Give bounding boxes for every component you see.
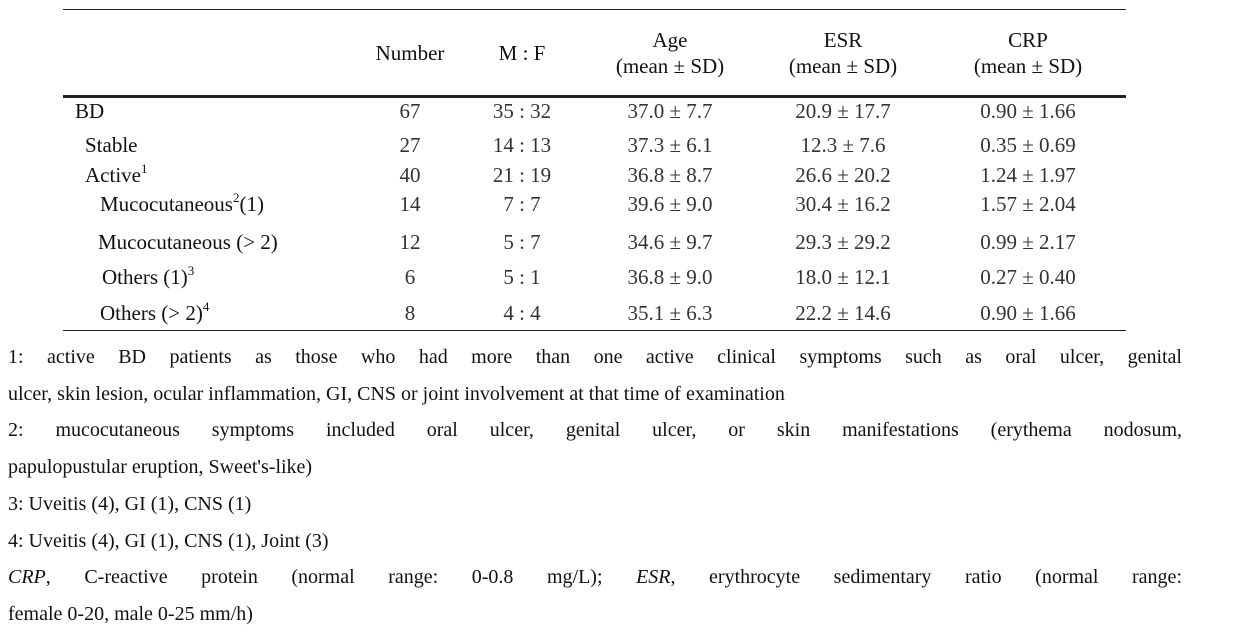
table-cell: 37.3 ± 6.1	[627, 133, 713, 157]
footnote-text: , erythrocyte sedimentary ratio (normal …	[670, 566, 1183, 589]
bottom-rule	[63, 330, 1126, 331]
footnote-line: CRP, C-reactive protein (normal range: 0…	[8, 566, 1182, 589]
table-cell: 6	[404, 265, 416, 289]
table-cell: 4 : 4	[503, 301, 541, 325]
footnote-line: 3: Uveitis (4), GI (1), CNS (1)	[8, 492, 252, 515]
row-label: Active1	[85, 161, 148, 187]
label-text: Others (1)	[102, 265, 188, 289]
table-cell: 26.6 ± 20.2	[795, 163, 891, 187]
table-cell: 5 : 1	[503, 265, 541, 289]
label-text: Mucocutaneous (> 2)	[98, 230, 278, 254]
row-label: Stable	[85, 133, 138, 157]
footnote-line: female 0-20, male 0-25 mm/h)	[8, 602, 253, 625]
row-label: Others (1)3	[102, 263, 195, 289]
footnote-mark: 1	[140, 161, 148, 176]
footnote-mark: 3	[187, 263, 195, 278]
header-cell: Age	[652, 28, 688, 52]
header-cell: ESR	[823, 28, 863, 52]
label-text: Stable	[85, 133, 138, 157]
table-cell: 35 : 32	[492, 99, 552, 123]
table-cell: 21 : 19	[492, 163, 552, 187]
footnote-line: 2: mucocutaneous symptoms included oral …	[8, 419, 1182, 442]
table-cell: 12.3 ± 7.6	[800, 133, 886, 157]
table-cell: 12	[399, 230, 421, 254]
header-cell: (mean ± SD)	[788, 54, 898, 78]
header-cell: Number	[375, 41, 445, 65]
table-cell: 30.4 ± 16.2	[795, 192, 891, 216]
table-cell: 14	[399, 192, 421, 216]
table-cell: 5 : 7	[503, 230, 541, 254]
footnote-mark: 2	[232, 190, 240, 205]
footnote-text: , C-reactive protein (normal range: 0-0.…	[45, 566, 637, 589]
header-cell: M : F	[498, 41, 546, 65]
header-cell: (mean ± SD)	[615, 54, 725, 78]
abbreviation: CRP	[8, 566, 46, 589]
table-cell: 14 : 13	[492, 133, 552, 157]
table-cell: 1.57 ± 2.04	[980, 192, 1076, 216]
label-text: BD	[75, 99, 105, 123]
table-cell: 39.6 ± 9.0	[627, 192, 713, 216]
table-cell: 36.8 ± 9.0	[627, 265, 713, 289]
top-rule	[63, 9, 1126, 10]
table-cell: 0.99 ± 2.17	[980, 230, 1076, 254]
table-cell: 35.1 ± 6.3	[627, 301, 713, 325]
row-label: Mucocutaneous2(1)	[100, 190, 264, 216]
table-cell: 20.9 ± 17.7	[795, 99, 891, 123]
table-cell: 27	[399, 133, 421, 157]
table-cell: 1.24 ± 1.97	[980, 163, 1076, 187]
table-cell: 29.3 ± 29.2	[795, 230, 891, 254]
table-cell: 18.0 ± 12.1	[795, 265, 891, 289]
table-cell: 22.2 ± 14.6	[795, 301, 891, 325]
row-label: BD	[75, 99, 104, 123]
row-label: Mucocutaneous (> 2)	[98, 230, 278, 254]
footnote-line: 1: active BD patients as those who had m…	[8, 346, 1182, 368]
table-cell: 0.27 ± 0.40	[980, 265, 1076, 289]
header-cell: (mean ± SD)	[973, 54, 1083, 78]
table-cell: 0.35 ± 0.69	[980, 133, 1076, 157]
table-cell: 37.0 ± 7.7	[627, 99, 713, 123]
footnote-line: ulcer, skin lesion, ocular inflammation,…	[8, 382, 785, 405]
footnote-line: papulopustular eruption, Sweet's-like)	[8, 456, 313, 479]
table-cell: 36.8 ± 8.7	[627, 163, 713, 187]
header-cell: CRP	[1008, 28, 1048, 52]
label-suffix: (1)	[239, 192, 264, 216]
table-cell: 0.90 ± 1.66	[980, 99, 1076, 123]
table-cell: 67	[399, 99, 421, 123]
abbreviation: ESR	[636, 566, 671, 589]
table-cell: 34.6 ± 9.7	[627, 230, 713, 254]
row-label: Others (> 2)4	[100, 299, 210, 325]
header-rule	[63, 95, 1126, 98]
footnote-line: 4: Uveitis (4), GI (1), CNS (1), Joint (…	[8, 529, 329, 552]
footnote-mark: 4	[202, 299, 210, 314]
table-cell: 7 : 7	[503, 192, 541, 216]
label-text: Mucocutaneous	[100, 192, 233, 216]
table-cell: 8	[404, 301, 416, 325]
table-cell: 0.90 ± 1.66	[980, 301, 1076, 325]
table-cell: 40	[399, 163, 421, 187]
label-text: Others (> 2)	[100, 301, 203, 325]
label-text: Active	[85, 163, 141, 187]
